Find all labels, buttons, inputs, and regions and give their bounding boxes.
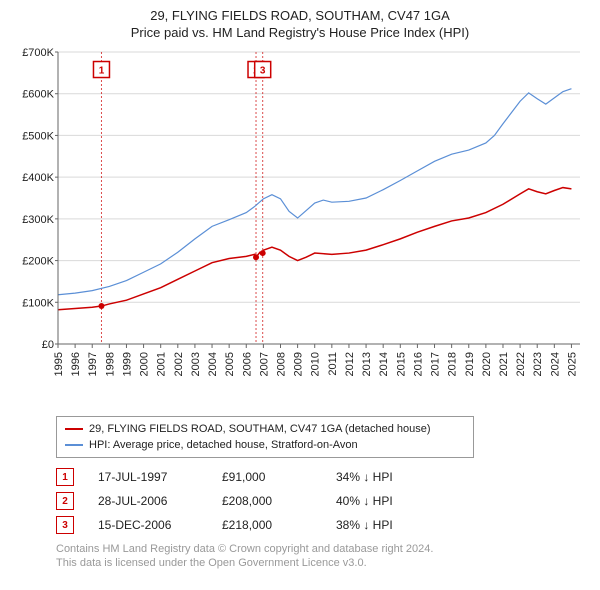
svg-text:£600K: £600K [22,89,54,101]
svg-text:2009: 2009 [293,352,305,376]
svg-text:£500K: £500K [22,130,54,142]
svg-text:£300K: £300K [22,214,54,226]
chart-container: 29, FLYING FIELDS ROAD, SOUTHAM, CV47 1G… [0,0,600,580]
svg-text:£400K: £400K [22,172,54,184]
svg-text:£100K: £100K [22,297,54,309]
legend-label: 29, FLYING FIELDS ROAD, SOUTHAM, CV47 1G… [89,421,431,437]
sale-marker: 2 [56,492,74,510]
svg-text:2006: 2006 [241,352,253,376]
svg-text:2021: 2021 [498,352,510,376]
svg-text:2001: 2001 [156,352,168,376]
svg-text:2016: 2016 [412,352,424,376]
sale-date: 28-JUL-2006 [98,494,198,508]
sale-price: £218,000 [222,518,312,532]
legend-swatch [65,444,83,446]
svg-text:2020: 2020 [481,352,493,376]
svg-text:2022: 2022 [515,352,527,376]
svg-text:2015: 2015 [395,352,407,376]
sale-price: £208,000 [222,494,312,508]
svg-text:£200K: £200K [22,256,54,268]
svg-text:1999: 1999 [121,352,133,376]
svg-text:1995: 1995 [53,352,65,376]
svg-text:2008: 2008 [275,352,287,376]
svg-text:1: 1 [99,66,105,77]
chart-title: 29, FLYING FIELDS ROAD, SOUTHAM, CV47 1G… [10,8,590,23]
svg-text:2000: 2000 [139,352,151,376]
legend-label: HPI: Average price, detached house, Stra… [89,437,358,453]
sale-diff: 34% ↓ HPI [336,470,426,484]
chart-subtitle: Price paid vs. HM Land Registry's House … [10,25,590,40]
sale-row: 1 17-JUL-1997 £91,000 34% ↓ HPI [56,468,590,486]
svg-text:2018: 2018 [447,352,459,376]
svg-text:2014: 2014 [378,352,390,376]
svg-text:2011: 2011 [327,352,339,376]
sale-row: 2 28-JUL-2006 £208,000 40% ↓ HPI [56,492,590,510]
svg-text:2005: 2005 [224,352,236,376]
sale-date: 17-JUL-1997 [98,470,198,484]
sale-marker: 1 [56,468,74,486]
svg-text:2023: 2023 [532,352,544,376]
legend-swatch [65,428,83,430]
svg-text:£0: £0 [42,339,54,351]
sale-row: 3 15-DEC-2006 £218,000 38% ↓ HPI [56,516,590,534]
svg-text:2004: 2004 [207,352,219,376]
svg-text:2024: 2024 [549,352,561,376]
sale-date: 15-DEC-2006 [98,518,198,532]
chart-svg: £0£100K£200K£300K£400K£500K£600K£700K123… [10,46,590,406]
svg-text:1997: 1997 [87,352,99,376]
svg-text:3: 3 [260,66,266,77]
svg-text:2019: 2019 [464,352,476,376]
svg-text:1996: 1996 [70,352,82,376]
attribution-line-2: This data is licensed under the Open Gov… [56,556,590,570]
svg-text:2010: 2010 [310,352,322,376]
chart-plot-area: £0£100K£200K£300K£400K£500K£600K£700K123… [10,46,590,406]
sale-diff: 40% ↓ HPI [336,494,426,508]
legend-row: HPI: Average price, detached house, Stra… [65,437,465,453]
svg-text:£700K: £700K [22,47,54,59]
attribution-line-1: Contains HM Land Registry data © Crown c… [56,542,590,556]
sale-marker: 3 [56,516,74,534]
svg-text:2003: 2003 [190,352,202,376]
svg-text:1998: 1998 [104,352,116,376]
attribution: Contains HM Land Registry data © Crown c… [56,542,590,570]
svg-text:2012: 2012 [344,352,356,376]
svg-text:2017: 2017 [430,352,442,376]
legend-row: 29, FLYING FIELDS ROAD, SOUTHAM, CV47 1G… [65,421,465,437]
svg-text:2007: 2007 [258,352,270,376]
sale-price: £91,000 [222,470,312,484]
legend: 29, FLYING FIELDS ROAD, SOUTHAM, CV47 1G… [56,416,474,458]
svg-text:2013: 2013 [361,352,373,376]
svg-text:2002: 2002 [173,352,185,376]
svg-text:2025: 2025 [566,352,578,376]
sales-table: 1 17-JUL-1997 £91,000 34% ↓ HPI 2 28-JUL-2006… [56,468,590,534]
sale-diff: 38% ↓ HPI [336,518,426,532]
